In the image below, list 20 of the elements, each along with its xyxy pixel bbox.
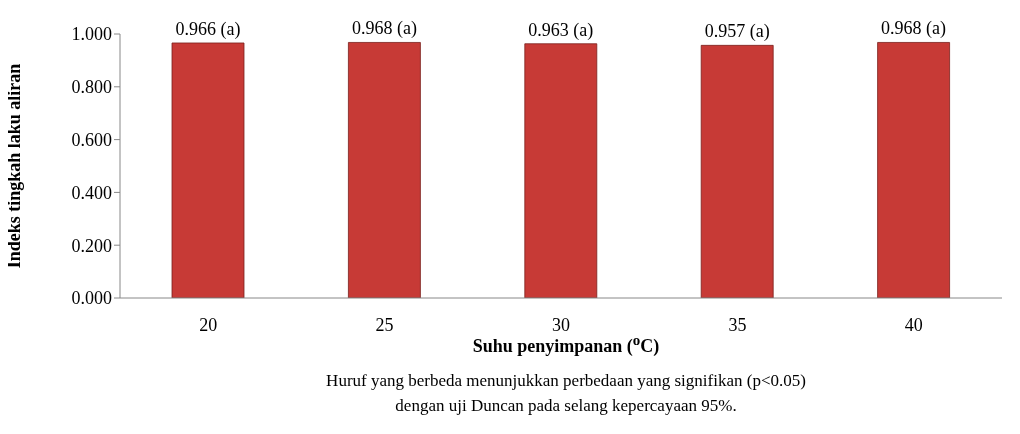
y-tick-label: 0.000 xyxy=(71,288,112,309)
x-tick-label: 30 xyxy=(552,314,570,335)
x-tick-label: 35 xyxy=(728,314,747,335)
text: Huruf yang berbeda menunjukkan perbedaan yang signifikan (p<0.05) xyxy=(325,370,807,392)
y-tick-label: 0.400 xyxy=(71,182,112,203)
data-label: 0.957 (a) xyxy=(704,21,770,43)
data-label: 0.963 (a) xyxy=(528,19,594,41)
y-tick-label: 0.600 xyxy=(71,129,112,150)
x-tick-label: 40 xyxy=(904,314,923,335)
y-tick-label: 0.800 xyxy=(71,77,112,98)
text: dengan uji Duncan pada selang kepercayaan 95%. xyxy=(394,395,738,417)
y-tick-label: 1.000 xyxy=(71,24,112,45)
data-label: 0.968 (a) xyxy=(881,18,947,40)
x-axis-title: Suhu penyimpanan ($^{o}$C) xyxy=(472,332,660,356)
data-label: 0.968 (a) xyxy=(351,18,417,40)
data-label: 0.966 (a) xyxy=(175,18,241,40)
x-tick-label: 25 xyxy=(375,314,394,335)
y-tick-label: 0.200 xyxy=(71,235,112,256)
y-axis-title: Indeks tingkah laku aliran xyxy=(4,63,25,269)
x-tick-label: 20 xyxy=(199,314,218,335)
